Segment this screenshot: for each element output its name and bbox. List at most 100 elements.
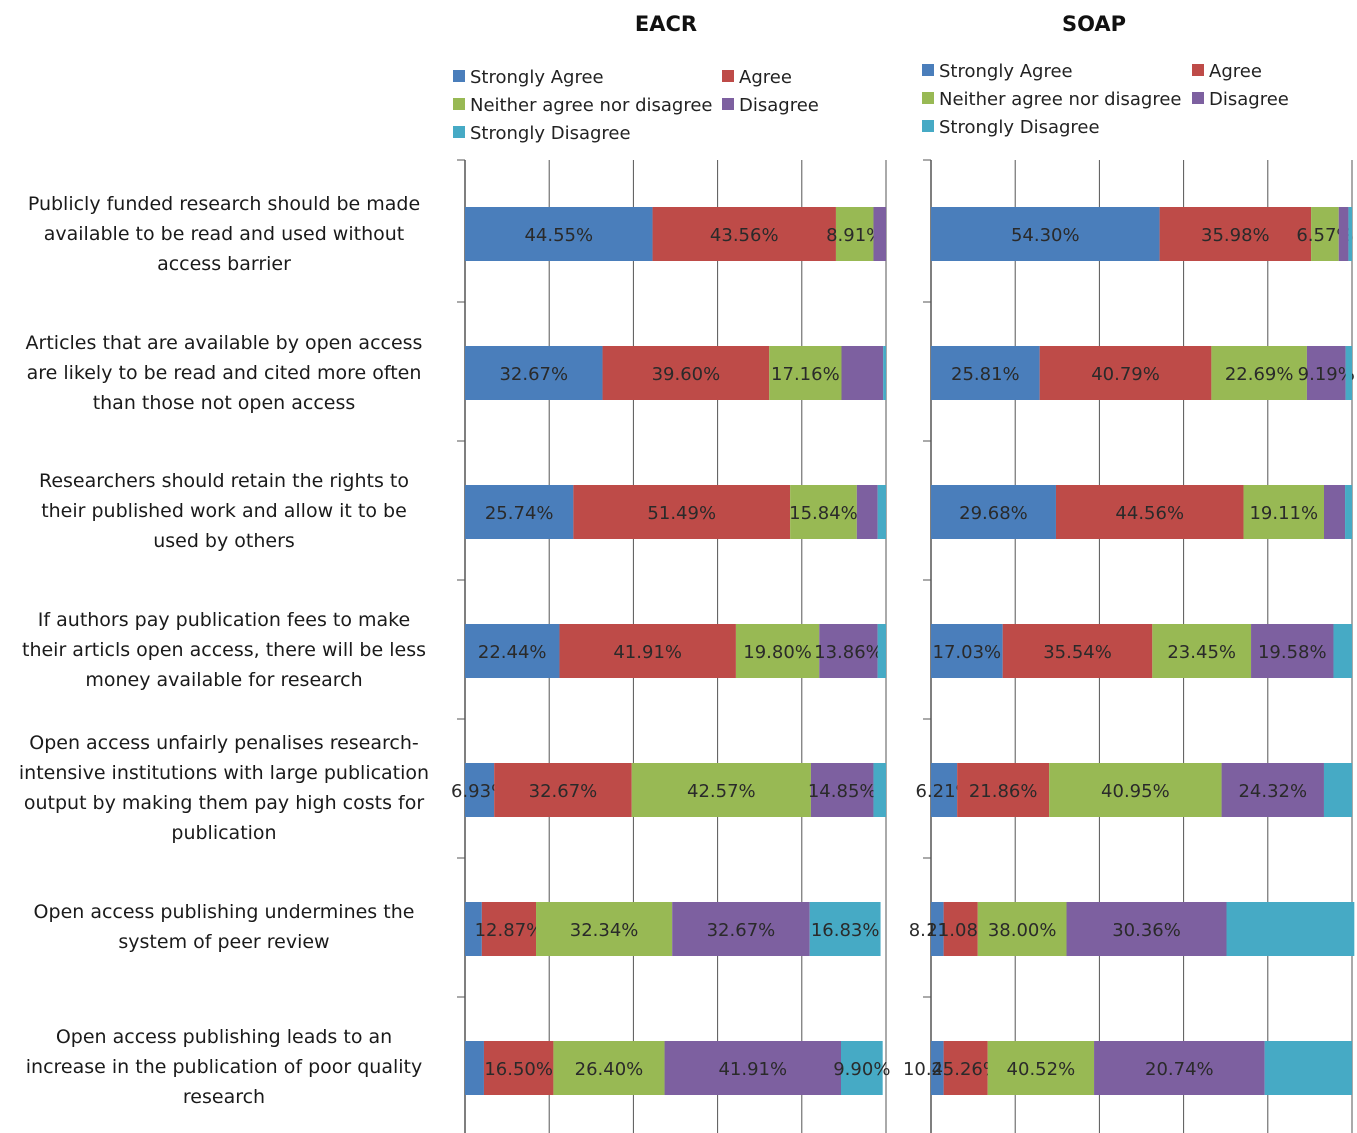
question-label-line: If authors pay publication fees to make — [37, 609, 411, 631]
bar-segment — [1264, 1041, 1352, 1095]
bar-segment — [1211, 346, 1307, 400]
data-label: 16.50% — [484, 1059, 553, 1080]
data-label: 32.67% — [529, 781, 598, 802]
data-label: 26.40% — [575, 1059, 644, 1080]
legend-label: Strongly Agree — [470, 67, 604, 88]
data-label: 19.11% — [1249, 503, 1318, 524]
bar-segment — [943, 902, 978, 956]
question-label-line: Open access publishing undermines the — [33, 901, 415, 923]
bar-segment — [1066, 902, 1227, 956]
bar-segment — [465, 485, 574, 539]
bar-segment — [536, 902, 673, 956]
bar-segment — [931, 902, 944, 956]
data-label: 23.45% — [1167, 642, 1236, 663]
bar-segment — [672, 902, 810, 956]
legend-swatch — [1192, 64, 1204, 76]
bar-segment — [1306, 346, 1346, 400]
legend-swatch — [453, 126, 465, 138]
legend-label: Neither agree nor disagree — [470, 95, 713, 116]
question-label-line: increase in the publication of poor qual… — [25, 1056, 423, 1078]
bar-segment — [602, 346, 770, 400]
data-label: 38.00% — [988, 920, 1057, 941]
legend-label: Agree — [739, 67, 792, 88]
bar-segment — [841, 346, 884, 400]
legend-swatch — [453, 98, 465, 110]
bar-segment — [1094, 1041, 1265, 1095]
bar-segment — [987, 1041, 1095, 1095]
bar-segment — [481, 902, 537, 956]
bar-segment — [652, 207, 836, 261]
question-label-line: Articles that are available by open acce… — [25, 332, 423, 354]
question-label-line: access barrier — [157, 253, 291, 275]
legend-label: Strongly Disagree — [470, 123, 631, 144]
legend-swatch — [922, 120, 934, 132]
question-label-line: Open access unfairly penalises research- — [29, 732, 419, 754]
bar-segment — [931, 1041, 944, 1095]
question-label: Open access unfairly penalises research-… — [4, 728, 444, 848]
question-label: Articles that are available by open acce… — [4, 328, 444, 418]
question-label-line: used by others — [153, 530, 295, 552]
data-label: 44.56% — [1115, 503, 1184, 524]
data-label: 19.80% — [743, 642, 812, 663]
bar-segment — [1333, 624, 1352, 678]
bar-segment — [943, 1041, 988, 1095]
question-label: Publicly funded research should be made … — [4, 189, 444, 279]
data-label: 6.93% — [451, 781, 508, 802]
bar-segment — [1221, 763, 1324, 817]
legend-swatch — [722, 70, 734, 82]
bar-segment — [1348, 207, 1352, 261]
question-label-line: available to be read and used without — [43, 223, 405, 245]
bar-segment — [790, 485, 857, 539]
bar-segment — [1345, 346, 1352, 400]
data-label: 25.81% — [951, 364, 1020, 385]
data-label: 25.74% — [485, 503, 554, 524]
question-label-line: than those not open access — [92, 392, 356, 414]
bar-segment — [877, 485, 886, 539]
legend-label: Disagree — [739, 95, 819, 116]
bar-segment — [494, 763, 632, 817]
data-label: 15.84% — [789, 503, 858, 524]
bar-segment — [1002, 624, 1153, 678]
bar-segment — [873, 763, 886, 817]
question-label-line: money available for research — [85, 669, 363, 691]
data-label: 40.95% — [1101, 781, 1170, 802]
data-label: 16.83% — [811, 920, 880, 941]
bar-segment — [931, 207, 1160, 261]
data-label: 17.03% — [933, 642, 1002, 663]
data-label: 19.58% — [1258, 642, 1327, 663]
data-label: 8.91% — [826, 225, 883, 246]
question-label-line: system of peer review — [118, 931, 330, 953]
data-label: 14.85% — [808, 781, 877, 802]
data-label: 44.55% — [524, 225, 593, 246]
legend-swatch — [722, 98, 734, 110]
bar-segment — [465, 346, 603, 400]
bar-segment — [873, 207, 886, 261]
data-label: 41.91% — [613, 642, 682, 663]
question-label-line: Publicly funded research should be made — [27, 193, 421, 215]
bar-segment — [769, 346, 842, 400]
bar-segment — [573, 485, 791, 539]
legend-label: Neither agree nor disagree — [939, 89, 1182, 110]
bar-segment — [809, 902, 881, 956]
bar-segment — [883, 346, 886, 400]
bar-segment — [465, 763, 495, 817]
bar-segment — [1226, 902, 1355, 956]
question-label-line: research — [182, 1086, 266, 1108]
legend-label: Agree — [1209, 61, 1262, 82]
bar-segment — [931, 763, 958, 817]
data-label: 17.16% — [771, 364, 840, 385]
bar-segment — [856, 485, 878, 539]
bar-segment — [559, 624, 736, 678]
bar-segment — [1345, 485, 1352, 539]
bar-segment — [1049, 763, 1222, 817]
legend-label: Strongly Disagree — [939, 117, 1100, 138]
bar-segment — [931, 485, 1056, 539]
bar-segment — [835, 207, 874, 261]
legend-swatch — [1192, 92, 1204, 104]
data-label: 24.32% — [1238, 781, 1307, 802]
bar-segment — [840, 1041, 883, 1095]
data-label: 39.60% — [652, 364, 721, 385]
data-label: 51.49% — [647, 503, 716, 524]
bar-segment — [1159, 207, 1312, 261]
